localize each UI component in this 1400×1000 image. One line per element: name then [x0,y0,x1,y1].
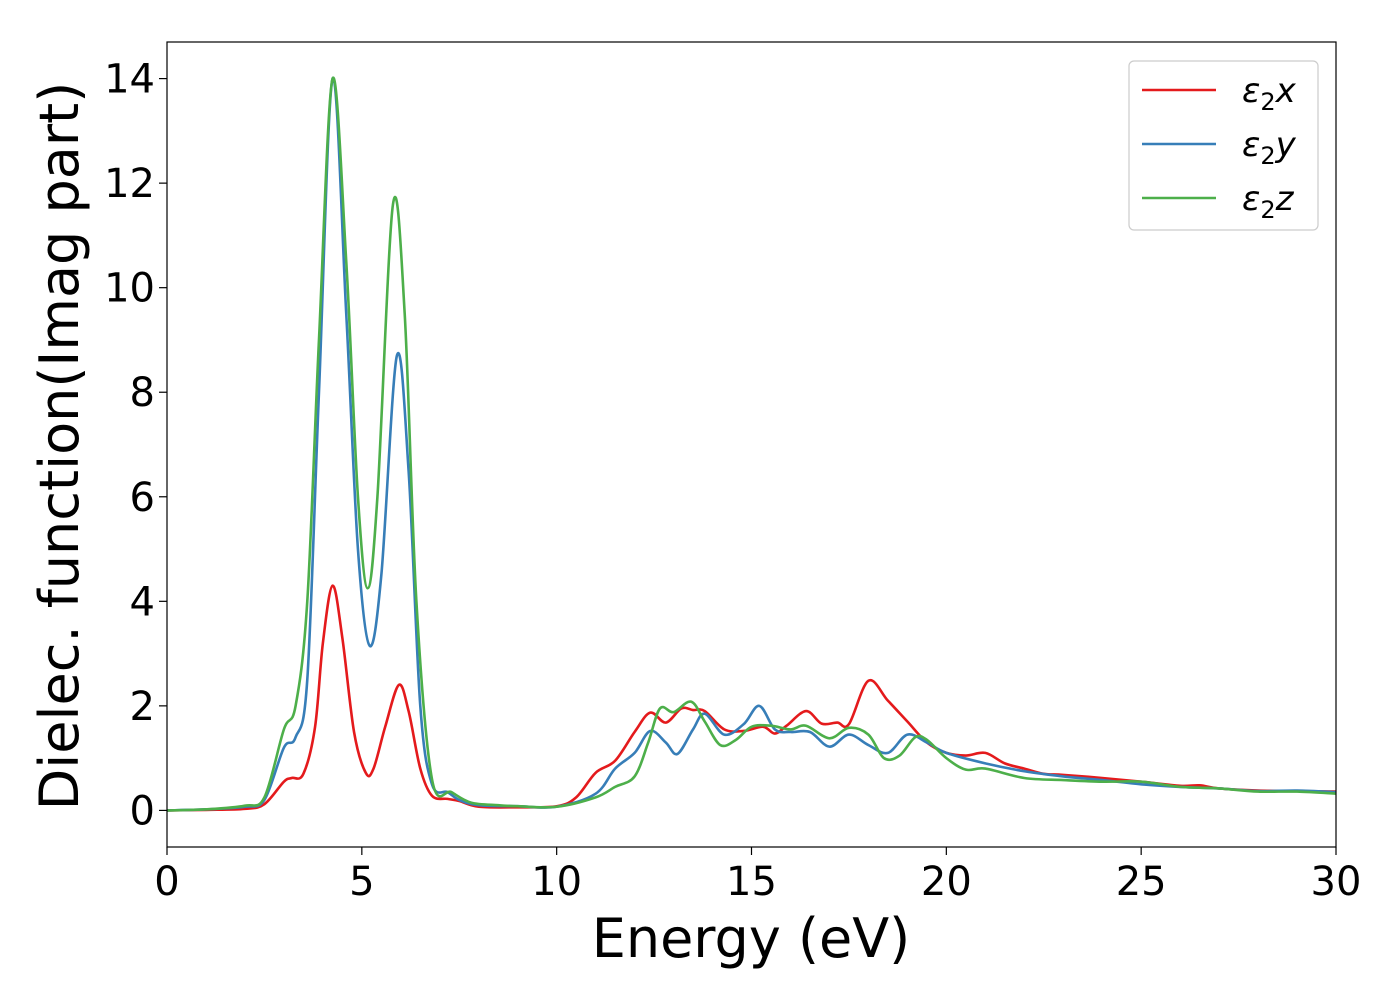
x-tick-label: 30 [1311,859,1362,905]
y-tick-label: 8 [130,370,155,416]
legend-box [1128,60,1319,231]
plot-area [166,41,1337,848]
y-tick-label: 10 [104,266,155,312]
y-axis-ticks: 0 2 4 6 8 10 12 14 [104,57,167,834]
series-line-z [167,76,1336,812]
x-axis-label: Energy (eV) [592,907,911,970]
y-tick-label: 6 [130,475,155,521]
legend: ε2x ε2y ε2z [1128,60,1319,231]
y-axis-label: Dielec. function(Imag part) [28,82,91,811]
legend-entry-y: ε2y [1242,125,1297,170]
y-tick-label: 0 [130,788,155,834]
x-tick-label: 5 [349,859,374,905]
series-lines [167,76,1336,812]
y-tick-label: 14 [104,57,155,103]
y-tick-label: 4 [130,579,155,625]
x-axis-ticks: 0 5 10 15 20 25 30 [154,847,1361,905]
legend-entry-z: ε2z [1242,179,1295,224]
y-tick-label: 12 [104,161,155,207]
x-tick-label: 0 [154,859,179,905]
x-tick-label: 25 [1116,859,1167,905]
legend-entry-x: ε2x [1242,71,1297,116]
x-tick-label: 20 [921,859,972,905]
x-tick-label: 15 [726,859,777,905]
y-tick-label: 2 [130,684,155,730]
x-tick-label: 10 [531,859,582,905]
